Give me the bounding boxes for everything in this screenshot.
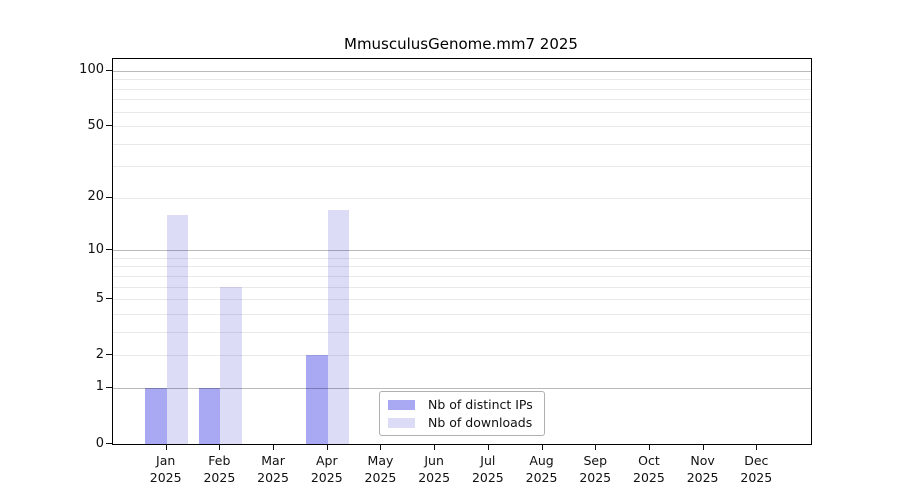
x-tick-month: Mar — [261, 453, 285, 468]
x-tick-year: 2025 — [579, 470, 612, 485]
y-tick-label: 2 — [95, 346, 104, 362]
x-tick-year: 2025 — [310, 470, 343, 485]
y-tick-mark — [106, 69, 112, 71]
minor-gridline — [113, 111, 811, 113]
bar-distinct-ips — [145, 387, 167, 444]
legend-entry: Nb of distinct IPs — [380, 396, 544, 412]
x-tick-year: 2025 — [471, 470, 504, 485]
chart-title: MmusculusGenome.mm7 2025 — [344, 35, 578, 53]
y-tick-mark — [106, 443, 112, 444]
major-gridline — [113, 387, 811, 389]
minor-gridline — [113, 126, 811, 128]
y-tick-mark — [106, 386, 112, 388]
x-tick-label: May 2025 — [348, 452, 412, 486]
y-tick-mark — [106, 354, 112, 356]
x-tick-month: Oct — [638, 453, 660, 468]
x-tick-label: Sep 2025 — [563, 452, 627, 486]
y-tick-label: 10 — [87, 241, 104, 257]
minor-gridline — [113, 88, 811, 90]
x-tick-mark — [595, 444, 597, 451]
minor-gridline — [113, 197, 811, 199]
minor-gridline — [113, 355, 811, 357]
minor-gridline — [113, 99, 811, 101]
x-tick-year: 2025 — [149, 470, 182, 485]
minor-gridline — [113, 275, 811, 277]
legend-entry: Nb of downloads — [380, 414, 544, 430]
x-tick-year: 2025 — [364, 470, 397, 485]
bar-distinct-ips — [198, 387, 221, 444]
legend-swatch — [388, 399, 415, 410]
x-tick-month: Aug — [529, 453, 554, 468]
y-tick-label: 1 — [95, 379, 104, 395]
x-tick-mark — [702, 444, 704, 451]
minor-gridline — [113, 166, 811, 168]
x-tick-month: Jan — [156, 453, 176, 468]
legend-label: Nb of downloads — [428, 414, 533, 430]
x-tick-mark — [541, 444, 543, 451]
x-tick-month: Feb — [208, 453, 231, 468]
x-tick-mark — [756, 444, 758, 451]
y-tick-mark — [106, 196, 112, 198]
x-tick-label: Mar 2025 — [241, 452, 305, 486]
y-tick-label: 0 — [95, 435, 104, 451]
legend: Nb of distinct IPs Nb of downloads — [379, 391, 545, 436]
bar-downloads — [166, 214, 189, 444]
legend-label: Nb of distinct IPs — [428, 396, 533, 412]
minor-gridline — [113, 286, 811, 288]
minor-gridline — [113, 143, 811, 145]
x-tick-month: May — [367, 453, 394, 468]
minor-gridline — [113, 266, 811, 268]
x-tick-mark — [273, 444, 275, 451]
x-tick-label: Jan 2025 — [134, 452, 198, 486]
plot-area: Nb of distinct IPs Nb of downloads — [112, 58, 812, 445]
x-tick-label: Oct 2025 — [617, 452, 681, 486]
x-tick-label: Dec 2025 — [724, 452, 788, 486]
x-tick-month: Sep — [583, 453, 607, 468]
x-tick-mark — [487, 444, 489, 451]
major-gridline — [113, 70, 811, 72]
y-tick-label: 50 — [87, 117, 104, 133]
minor-gridline — [113, 331, 811, 333]
x-tick-year: 2025 — [418, 470, 451, 485]
x-tick-label: Jul 2025 — [456, 452, 520, 486]
x-tick-mark — [434, 444, 436, 451]
minor-gridline — [113, 79, 811, 81]
x-tick-year: 2025 — [257, 470, 289, 485]
x-tick-month: Dec — [744, 453, 769, 468]
x-tick-year: 2025 — [633, 470, 665, 485]
x-tick-year: 2025 — [686, 470, 719, 485]
x-tick-mark — [165, 444, 167, 451]
x-tick-year: 2025 — [525, 470, 558, 485]
x-tick-label: Feb 2025 — [187, 452, 251, 486]
x-tick-label: Aug 2025 — [510, 452, 574, 486]
minor-gridline — [113, 313, 811, 315]
x-tick-month: Jun — [424, 453, 444, 468]
x-tick-year: 2025 — [203, 470, 236, 485]
x-tick-mark — [326, 444, 328, 451]
minor-gridline — [113, 299, 811, 301]
bar-distinct-ips — [306, 355, 328, 444]
bar-downloads — [220, 286, 242, 444]
x-tick-month: Jul — [480, 453, 496, 468]
minor-gridline — [113, 257, 811, 259]
y-tick-label: 100 — [79, 62, 104, 78]
y-tick-label: 20 — [87, 189, 104, 205]
x-tick-label: Apr 2025 — [295, 452, 359, 486]
x-tick-month: Nov — [690, 453, 715, 468]
y-tick-mark — [106, 298, 112, 300]
x-tick-year: 2025 — [740, 470, 773, 485]
y-tick-label: 5 — [95, 290, 104, 306]
x-tick-label: Jun 2025 — [402, 452, 466, 486]
x-tick-mark — [648, 444, 650, 451]
y-tick-mark — [106, 249, 112, 251]
bar-downloads — [327, 210, 350, 444]
legend-swatch — [388, 417, 415, 428]
major-gridline — [113, 250, 811, 252]
y-tick-mark — [106, 125, 112, 127]
x-tick-month: Apr — [315, 453, 338, 468]
x-tick-label: Nov 2025 — [671, 452, 735, 486]
x-tick-mark — [380, 444, 382, 451]
x-tick-mark — [219, 444, 221, 451]
